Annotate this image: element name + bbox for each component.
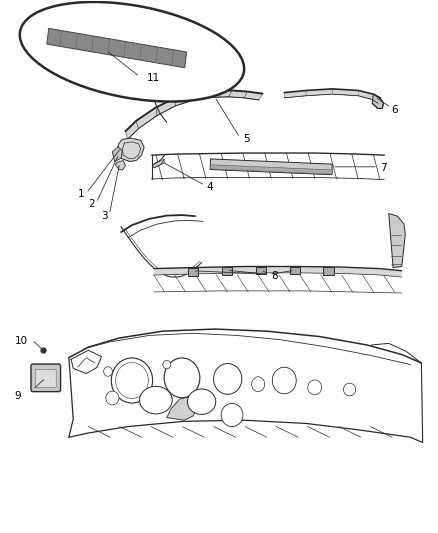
Bar [255,267,266,274]
Polygon shape [229,91,247,98]
Bar [222,268,232,275]
Text: 8: 8 [271,271,278,281]
Ellipse shape [343,383,356,396]
Polygon shape [113,147,122,161]
Ellipse shape [116,362,148,399]
Polygon shape [154,159,164,168]
Ellipse shape [111,358,152,403]
Ellipse shape [308,380,322,395]
Polygon shape [117,138,144,161]
Ellipse shape [272,367,296,394]
Polygon shape [212,91,232,98]
Polygon shape [306,89,332,96]
Ellipse shape [164,358,200,398]
Ellipse shape [214,364,242,394]
FancyBboxPatch shape [31,364,60,392]
Polygon shape [176,93,195,106]
Text: 3: 3 [102,211,108,221]
Polygon shape [167,397,197,420]
Polygon shape [210,165,332,174]
Text: 5: 5 [243,134,250,144]
Text: 10: 10 [14,336,28,346]
Text: 6: 6 [391,104,398,115]
Polygon shape [47,28,187,68]
Text: 9: 9 [14,391,21,401]
Text: 2: 2 [88,199,95,209]
Bar [187,268,198,276]
Text: 7: 7 [380,164,387,173]
Polygon shape [125,120,138,139]
Text: 11: 11 [147,73,160,83]
Polygon shape [116,160,125,170]
Ellipse shape [104,367,113,376]
Ellipse shape [252,377,265,392]
Bar [323,268,334,275]
Polygon shape [358,91,374,100]
Ellipse shape [187,389,216,415]
Polygon shape [156,98,176,115]
Polygon shape [210,159,332,175]
Polygon shape [244,92,262,100]
Ellipse shape [163,360,171,369]
Text: 4: 4 [206,182,212,192]
Ellipse shape [221,403,243,426]
Polygon shape [284,91,306,98]
Bar [290,267,300,274]
Polygon shape [372,94,384,109]
Polygon shape [389,214,405,268]
Ellipse shape [140,386,172,414]
Polygon shape [332,89,358,96]
Ellipse shape [20,2,244,102]
Polygon shape [136,108,157,128]
Polygon shape [154,266,402,277]
Ellipse shape [106,391,119,405]
Polygon shape [372,94,380,103]
FancyBboxPatch shape [35,369,56,387]
Polygon shape [194,91,215,100]
Text: 1: 1 [78,189,84,199]
